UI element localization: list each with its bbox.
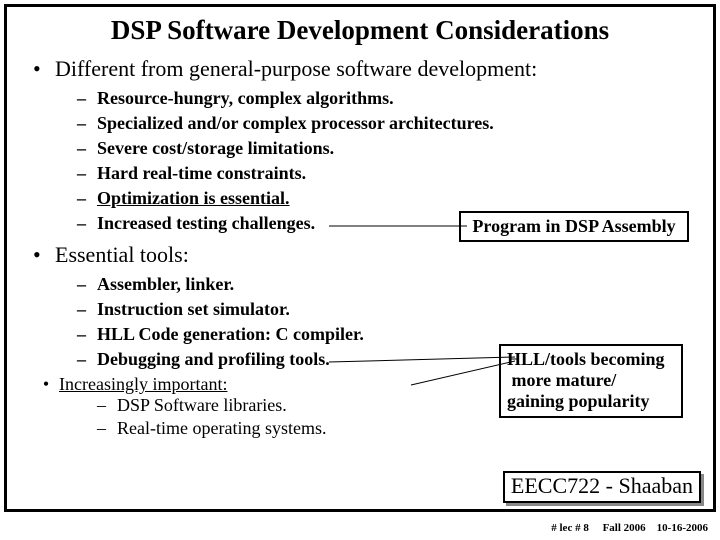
list-item: –Real-time operating systems. (97, 418, 703, 439)
item-text: Real-time operating systems. (117, 418, 326, 439)
list-item: –Instruction set simulator. (77, 299, 703, 320)
callout-assembly: Program in DSP Assembly (459, 211, 689, 242)
footer-date: 10-16-2006 (657, 522, 708, 534)
dash-icon: – (77, 274, 97, 295)
section2-heading-text: Essential tools: (55, 242, 189, 268)
item-text: Assembler, linker. (97, 274, 234, 295)
bullet-icon: • (33, 56, 55, 82)
slide-frame: DSP Software Development Considerations … (4, 4, 716, 512)
footer-term: Fall 2006 (603, 522, 646, 534)
section2-heading: • Essential tools: (33, 242, 703, 268)
callout-hll-line1: HLL/tools becoming (507, 349, 675, 370)
dash-icon: – (77, 299, 97, 320)
callout-hll-line3: gaining popularity (507, 391, 675, 412)
dash-icon: – (77, 213, 97, 234)
dash-icon: – (97, 418, 117, 439)
item-text: Resource-hungry, complex algorithms. (97, 88, 394, 109)
bullet-icon: • (33, 242, 55, 268)
dash-icon: – (77, 88, 97, 109)
dash-icon: – (77, 163, 97, 184)
item-text: Specialized and/or complex processor arc… (97, 113, 494, 134)
callout-hll: HLL/tools becoming more mature/ gaining … (499, 344, 683, 418)
dash-icon: – (77, 138, 97, 159)
item-text: Debugging and profiling tools. (97, 349, 330, 370)
dash-icon: – (77, 349, 97, 370)
section3-heading-text: Increasingly important: (59, 374, 227, 395)
item-text: HLL Code generation: C compiler. (97, 324, 364, 345)
item-text: Hard real-time constraints. (97, 163, 306, 184)
dash-icon: – (77, 324, 97, 345)
item-text: Instruction set simulator. (97, 299, 290, 320)
item-text-underline: Optimization is essential. (97, 188, 290, 209)
list-item: –Assembler, linker. (77, 274, 703, 295)
footer: # lec # 8 Fall 2006 10-16-2006 (551, 522, 708, 534)
list-item: –Specialized and/or complex processor ar… (77, 113, 703, 134)
dash-icon: – (77, 188, 97, 209)
course-box: EECC722 - Shaaban (503, 471, 701, 503)
dash-icon: – (77, 113, 97, 134)
slide-title: DSP Software Development Considerations (7, 15, 713, 46)
list-item: –Resource-hungry, complex algorithms. (77, 88, 703, 109)
footer-lec: # lec # 8 (551, 522, 589, 534)
list-item: –Severe cost/storage limitations. (77, 138, 703, 159)
item-text: Increased testing challenges. (97, 213, 315, 234)
bullet-icon: • (33, 374, 59, 395)
item-text: Severe cost/storage limitations. (97, 138, 334, 159)
list-item: –HLL Code generation: C compiler. (77, 324, 703, 345)
dash-icon: – (97, 395, 117, 416)
list-item: –Hard real-time constraints. (77, 163, 703, 184)
section1-heading: • Different from general-purpose softwar… (33, 56, 703, 82)
item-text: DSP Software libraries. (117, 395, 287, 416)
section1-heading-text: Different from general-purpose software … (55, 56, 537, 82)
callout-hll-line2: more mature/ (507, 370, 675, 391)
list-item: –Optimization is essential. (77, 188, 703, 209)
